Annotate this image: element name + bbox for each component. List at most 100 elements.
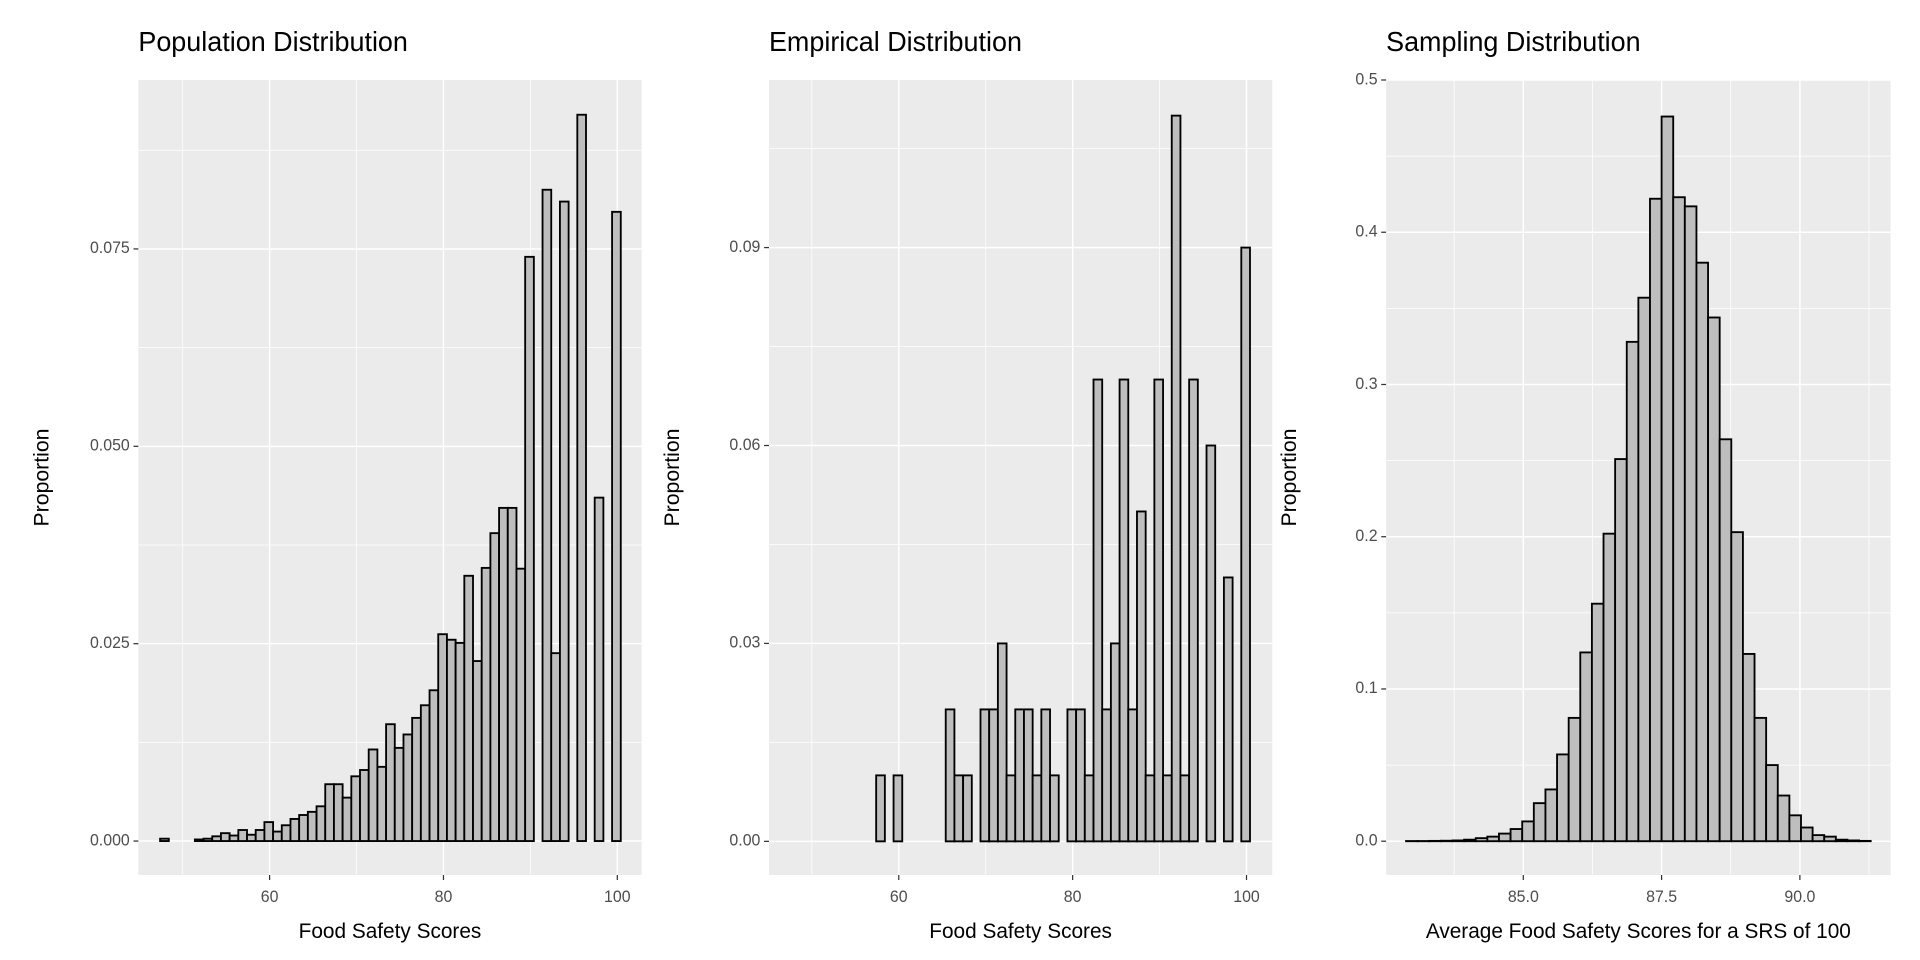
histogram-bar [454,641,466,842]
histogram-bar [988,708,999,843]
y-tick-label: 0.2 [1355,527,1377,545]
y-tick-label: 0.03 [729,634,760,652]
histogram-bar [1179,774,1191,843]
histogram-bar [1834,838,1849,843]
histogram-bar [1222,576,1234,843]
x-tick-label: 60 [261,888,279,906]
histogram-bar [506,506,518,842]
histogram-bar [1823,835,1837,843]
y-axis-title: Proportion [1278,429,1301,527]
histogram-bar [1049,774,1060,843]
histogram-bar [1474,837,1489,843]
histogram-bar [979,708,991,843]
plot-area [138,80,642,875]
histogram-bar [367,748,379,842]
histogram-bar [593,496,605,842]
histogram-bar [1205,444,1217,843]
histogram-bar [1509,828,1524,843]
histogram-bar [1637,296,1651,843]
histogram-bar [359,769,370,842]
histogram-bar [1532,802,1547,843]
histogram-bar [1695,261,1709,843]
histogram-bar [1040,708,1051,843]
histogram-bar [263,821,275,842]
x-tick-label: 80 [1064,888,1082,906]
histogram-bar [1811,834,1826,843]
histogram-bar [1014,708,1025,843]
histogram-bar [1136,510,1147,843]
histogram-bar [324,783,335,842]
histogram-bar [463,574,474,842]
histogram-bar [1707,316,1721,843]
x-tick-label: 87.5 [1646,888,1677,906]
histogram-bar [962,774,973,843]
y-tick-label: 0.075 [90,239,130,257]
histogram-bar [1579,651,1593,843]
x-axis-title: Food Safety Scores [929,920,1112,943]
histogram-bar [953,774,965,843]
chart-title: Population Distribution [138,26,408,57]
y-tick-label: 0.050 [90,436,130,454]
histogram-bar [1153,378,1164,843]
x-axis-title: Food Safety Scores [299,920,482,943]
histogram-bar [1556,753,1570,843]
histogram-bar [1521,820,1535,843]
histogram-bar [489,532,501,842]
histogram-bar [1753,716,1768,843]
x-tick-label: 60 [890,888,908,906]
histogram-bar [1240,246,1251,843]
histogram-bar [1776,794,1791,843]
histogram-bar [402,733,414,842]
y-tick-label: 0.1 [1355,679,1377,697]
histogram-bar [428,689,440,842]
histogram-bar [1602,532,1617,843]
histogram-bar [1788,814,1802,843]
chart-title: Empirical Distribution [769,26,1022,57]
y-tick-label: 0.09 [729,238,760,256]
histogram-bar [892,774,904,843]
histogram-bar [193,838,205,842]
histogram-bar [289,818,301,842]
histogram-bar [315,805,327,842]
x-tick-label: 100 [1233,888,1260,906]
histogram-bar [875,774,886,843]
histogram-bar [1683,205,1698,843]
histogram-bar [524,255,535,842]
histogram-bar [1031,774,1043,843]
histogram-bar [1544,788,1558,843]
y-tick-label: 0.0 [1355,831,1377,849]
histogram-bar [419,704,431,842]
histogram-bar [996,642,1008,843]
histogram-bar [1672,196,1686,843]
histogram-bar [298,814,309,842]
y-tick-label: 0.06 [729,436,760,454]
histogram-bar [211,835,222,842]
histogram-bar [1092,378,1104,843]
histogram-bar [1614,458,1628,843]
histogram-bar [1800,826,1814,843]
y-tick-label: 0.000 [90,831,130,849]
y-tick-label: 0.00 [729,832,760,850]
histogram-bar [228,834,240,842]
histogram-bar [272,830,283,842]
histogram-bar [1170,114,1182,843]
histogram-bar [1023,708,1034,843]
histogram-bar [306,810,318,842]
y-axis-title: Proportion [661,429,684,527]
x-tick-label: 80 [435,888,453,906]
histogram-bar [437,633,448,842]
histogram-bar [1741,653,1756,843]
y-tick-label: 0.025 [90,634,130,652]
histogram-bar [550,652,561,842]
histogram-bar [1075,708,1086,843]
histogram-bar [1144,774,1156,843]
histogram-bar [1109,642,1121,843]
histogram-bar [1162,774,1173,843]
x-tick-label: 100 [604,888,631,906]
histogram-bar [1730,531,1744,843]
histogram-bar [1127,708,1138,843]
x-tick-label: 85.0 [1508,888,1539,906]
y-tick-label: 0.5 [1355,70,1377,88]
y-axis-title: Proportion [31,429,54,527]
histogram-bar [1451,839,1466,843]
